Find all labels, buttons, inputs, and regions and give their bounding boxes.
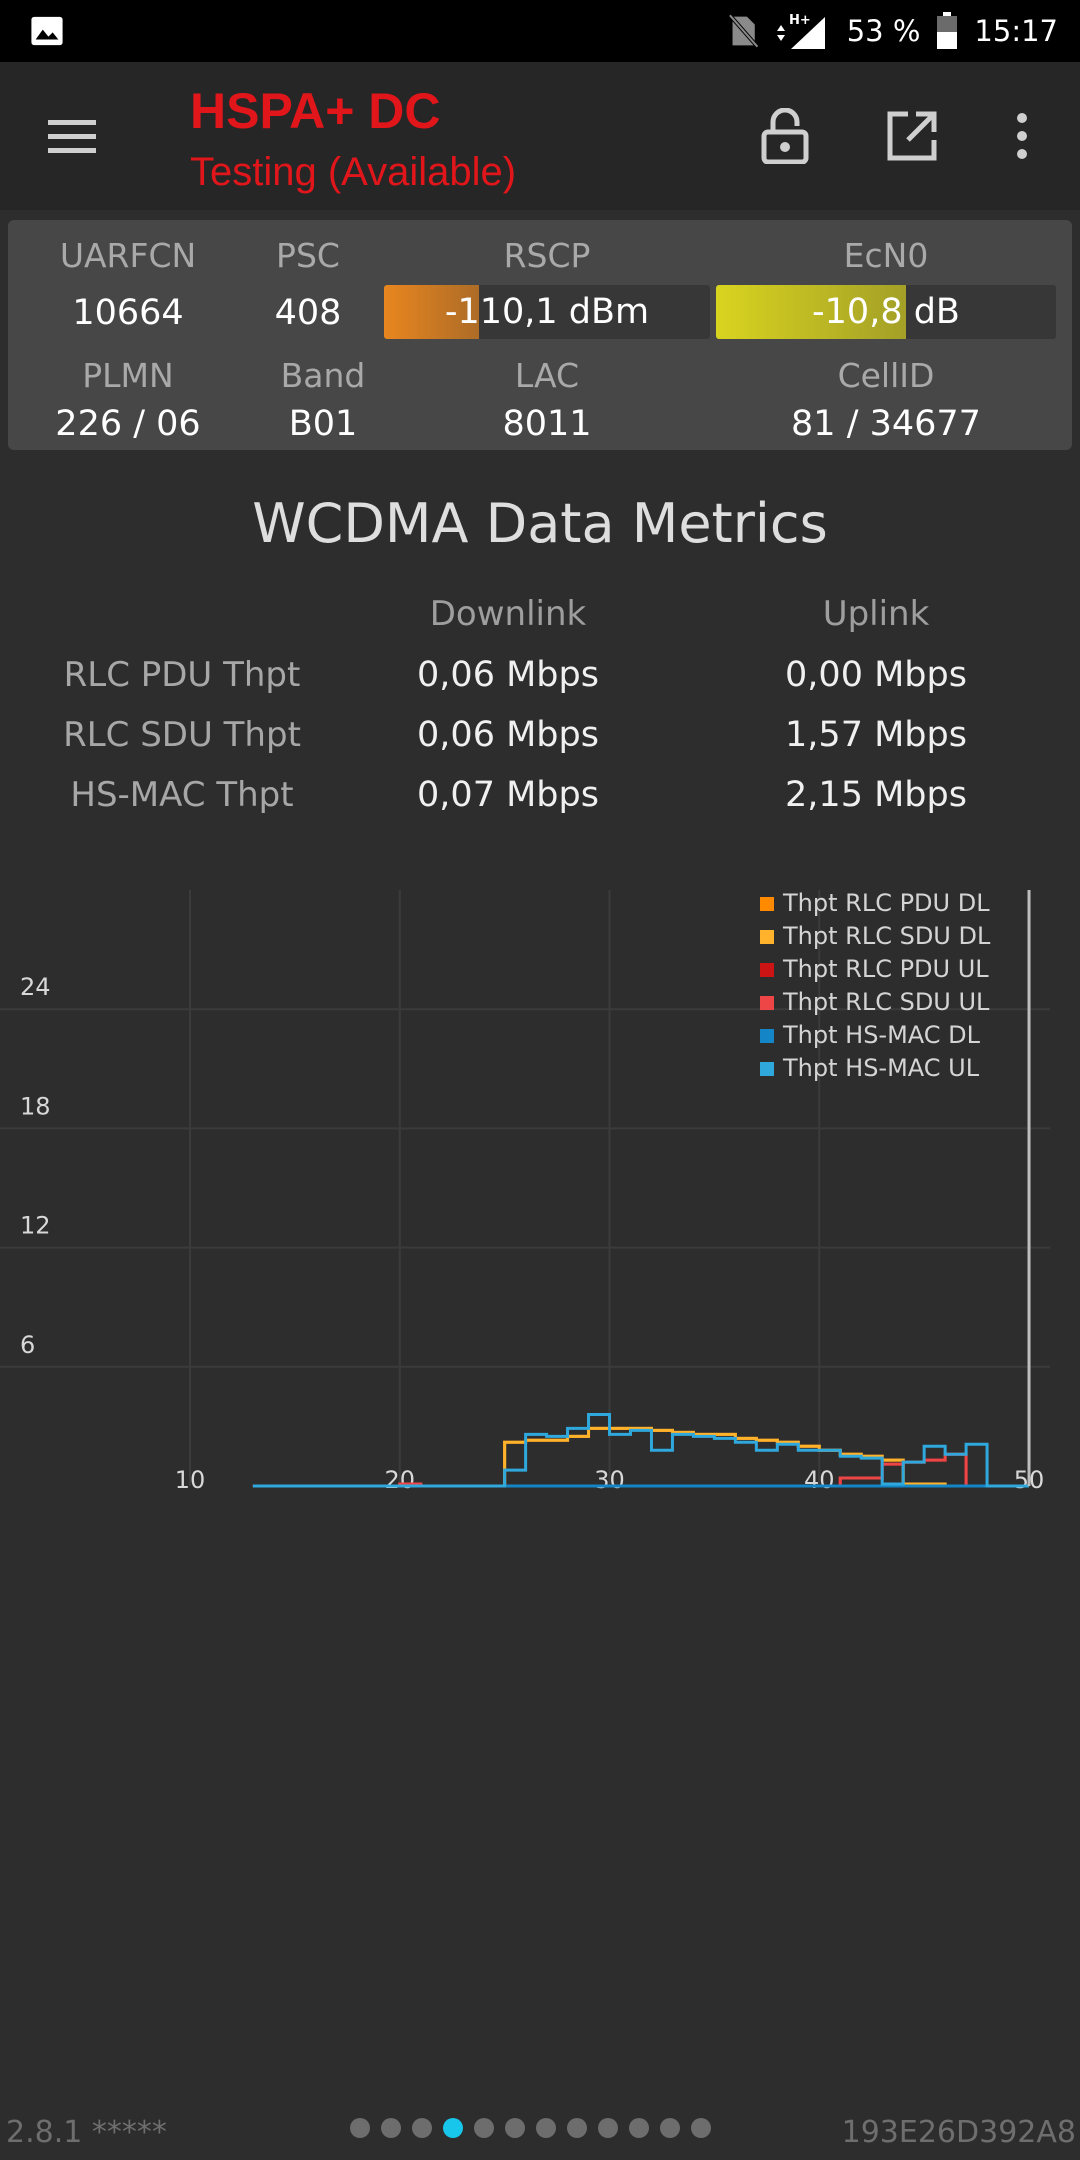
clock: 15:17 <box>974 14 1058 48</box>
y-tick-label: 6 <box>20 1331 35 1359</box>
psc-value: 408 <box>274 293 342 333</box>
legend-swatch <box>760 930 774 944</box>
band-value: B01 <box>288 404 358 444</box>
battery-icon <box>937 12 958 49</box>
rscp-value: -110,1 dBm <box>444 292 650 332</box>
page-dot[interactable] <box>412 2118 432 2138</box>
more-options-button[interactable] <box>990 104 1054 168</box>
legend-label: Thpt RLC SDU UL <box>782 988 990 1016</box>
page-dot[interactable] <box>536 2118 556 2138</box>
metric-uplink-value: 2,15 Mbps <box>785 775 967 815</box>
legend-label: Thpt RLC SDU DL <box>782 922 991 950</box>
page-dot[interactable] <box>474 2118 494 2138</box>
plmn-value: 226 / 06 <box>55 404 201 444</box>
open-external-button[interactable] <box>880 104 944 168</box>
psc-label: PSC <box>276 236 340 275</box>
legend-label: Thpt HS-MAC DL <box>782 1021 981 1049</box>
legend-label: Thpt RLC PDU UL <box>782 955 989 983</box>
no-sim-icon <box>728 14 759 48</box>
page-dot[interactable] <box>443 2118 463 2138</box>
ecn0-value: -10,8 dB <box>812 292 960 332</box>
legend-label: Thpt HS-MAC UL <box>782 1054 980 1082</box>
rscp-label: RSCP <box>503 236 591 275</box>
legend-swatch <box>760 1029 774 1043</box>
cellid-value: 81 / 34677 <box>791 404 981 444</box>
cellid-label: CellID <box>837 356 935 395</box>
page-dot[interactable] <box>660 2118 680 2138</box>
signal-icon: H+ <box>776 13 825 49</box>
series-line <box>252 1412 1030 1488</box>
app-version: 2.8.1 ***** <box>6 2115 167 2150</box>
y-tick-label: 12 <box>20 1212 51 1240</box>
band-label: Band <box>280 356 366 395</box>
metric-row-label: RLC PDU Thpt <box>63 655 301 695</box>
app-bar: HSPA+ DC Testing (Available) <box>0 62 1080 210</box>
menu-icon[interactable] <box>44 114 100 158</box>
legend-swatch <box>760 963 774 977</box>
lock-button[interactable] <box>753 104 817 168</box>
gallery-icon <box>31 16 63 46</box>
device-id: 193E26D392A8 <box>841 2115 1076 2150</box>
status-bar: H+ 53 % 15:17 <box>0 0 1080 62</box>
x-tick-label: 20 <box>384 1466 415 1494</box>
series-line <box>252 1426 1030 1488</box>
lac-label: LAC <box>514 356 580 395</box>
metrics-title: WCDMA Data Metrics <box>252 492 828 555</box>
x-tick-label: 30 <box>594 1466 625 1494</box>
metric-row-label: RLC SDU Thpt <box>63 715 301 755</box>
page-dot[interactable] <box>598 2118 618 2138</box>
page-dot[interactable] <box>381 2118 401 2138</box>
network-type-label: H+ <box>789 13 811 28</box>
status-subtitle: Testing (Available) <box>190 150 517 194</box>
metric-downlink-value: 0,06 Mbps <box>417 715 599 755</box>
uarfcn-label: UARFCN <box>59 236 197 275</box>
metric-uplink-value: 0,00 Mbps <box>785 655 967 695</box>
metric-downlink-value: 0,06 Mbps <box>417 655 599 695</box>
cell-info-panel: UARFCN PSC RSCP EcN0 10664 408 -110,1 dB… <box>8 220 1072 450</box>
rscp-meter-fill <box>384 285 479 339</box>
ecn0-label: EcN0 <box>843 236 929 275</box>
page-dot[interactable] <box>567 2118 587 2138</box>
metric-row-label: HS-MAC Thpt <box>70 775 294 815</box>
plmn-label: PLMN <box>82 356 174 395</box>
technology-title: HSPA+ DC <box>190 83 441 139</box>
x-tick-label: 10 <box>175 1466 206 1494</box>
metric-downlink-value: 0,07 Mbps <box>417 775 599 815</box>
legend-swatch <box>760 1062 774 1076</box>
legend-swatch <box>760 996 774 1010</box>
ecn0-meter: -10,8 dB <box>716 285 1056 339</box>
page-dot[interactable] <box>505 2118 525 2138</box>
uarfcn-value: 10664 <box>72 293 184 333</box>
y-tick-label: 24 <box>20 973 51 1001</box>
downlink-header: Downlink <box>429 594 587 634</box>
legend-swatch <box>760 897 774 911</box>
page-dot[interactable] <box>629 2118 649 2138</box>
lock-open-icon <box>761 108 809 164</box>
x-tick-label: 40 <box>804 1466 835 1494</box>
open-external-icon <box>887 111 937 161</box>
uplink-header: Uplink <box>822 594 930 634</box>
metric-uplink-value: 1,57 Mbps <box>785 715 967 755</box>
battery-percent: 53 % <box>846 14 921 48</box>
page-indicator <box>350 2118 711 2138</box>
ecn0-meter-fill <box>716 285 907 339</box>
legend-label: Thpt RLC PDU DL <box>782 889 990 917</box>
rscp-meter: -110,1 dBm <box>384 285 710 339</box>
series-line <box>252 1452 1030 1488</box>
series-line <box>252 1426 1030 1488</box>
series-line <box>252 1452 1030 1488</box>
lac-value: 8011 <box>502 404 592 444</box>
page-dot[interactable] <box>691 2118 711 2138</box>
page-dot[interactable] <box>350 2118 370 2138</box>
more-vert-icon <box>1017 113 1027 159</box>
y-tick-label: 18 <box>20 1092 51 1120</box>
